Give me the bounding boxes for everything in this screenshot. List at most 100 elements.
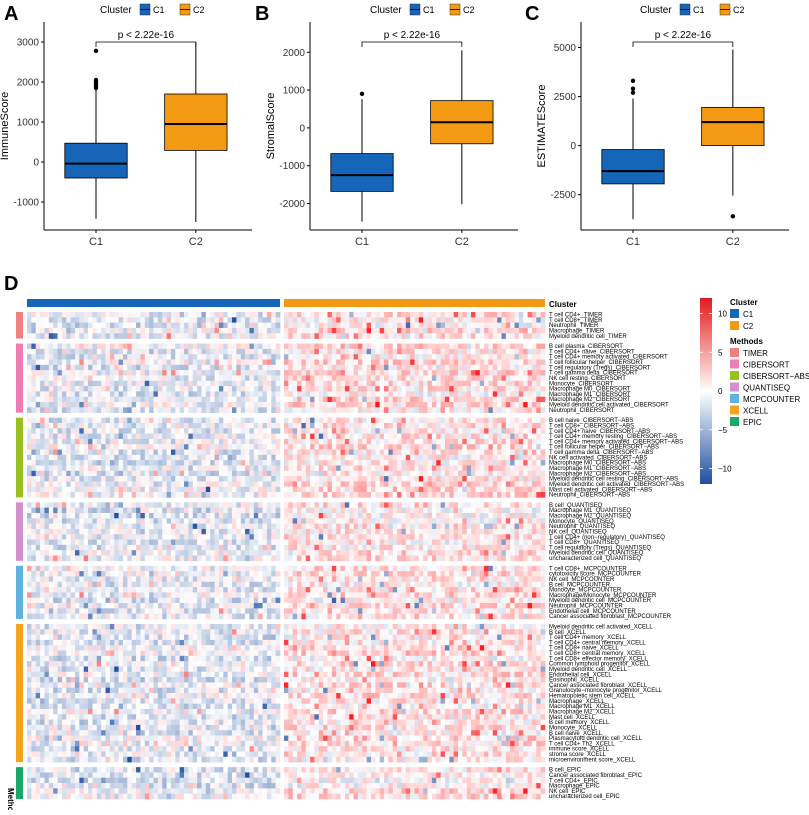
heatmap-cell — [101, 407, 106, 413]
heatmap-cell — [123, 328, 128, 334]
heatmap-cell — [293, 402, 298, 408]
heatmap-cell — [528, 492, 533, 498]
heatmap-cell — [79, 391, 84, 397]
heatmap-cell — [502, 529, 507, 535]
heatmap-cell — [449, 370, 454, 376]
heatmap-cell — [345, 465, 350, 471]
heatmap-cell — [215, 365, 220, 371]
heatmap-cell — [480, 481, 485, 487]
heatmap-cell — [184, 487, 189, 493]
heatmap-cell — [236, 317, 241, 323]
heatmap-cell — [436, 381, 441, 387]
outlier-point — [94, 78, 98, 82]
heatmap-cell — [158, 418, 163, 424]
heatmap-cell — [375, 344, 380, 350]
heatmap-cell — [114, 375, 119, 381]
heatmap-cell — [341, 323, 346, 329]
heatmap-cell — [502, 386, 507, 392]
heatmap-cell — [154, 476, 159, 482]
heatmap-cell — [180, 360, 185, 366]
heatmap-cell — [523, 317, 528, 323]
heatmap-cell — [410, 481, 415, 487]
heatmap-cell — [510, 455, 515, 461]
heatmap-cell — [241, 450, 246, 456]
heatmap-cell — [162, 481, 167, 487]
heatmap-cell — [62, 540, 67, 546]
heatmap-cell — [267, 312, 272, 318]
heatmap-cell — [458, 524, 463, 530]
heatmap-cell — [362, 444, 367, 450]
heatmap-cell — [88, 450, 93, 456]
heatmap-cell — [276, 487, 281, 493]
heatmap-cell — [310, 455, 315, 461]
heatmap-cell — [84, 381, 89, 387]
heatmap-cell — [188, 354, 193, 360]
heatmap-cell — [528, 375, 533, 381]
heatmap-cell — [341, 418, 346, 424]
heatmap-cell — [241, 375, 246, 381]
heatmap-cell — [371, 508, 376, 514]
heatmap-cell — [62, 375, 67, 381]
heatmap-cell — [488, 391, 493, 397]
heatmap-cell — [232, 540, 237, 546]
heatmap-cell — [323, 513, 328, 519]
heatmap-cell — [106, 386, 111, 392]
heatmap-cell — [328, 333, 333, 339]
heatmap-cell — [62, 349, 67, 355]
heatmap-cell — [197, 444, 202, 450]
heatmap-cell — [145, 312, 150, 318]
heatmap-cell — [97, 375, 102, 381]
heatmap-cell — [419, 381, 424, 387]
heatmap-cell — [66, 375, 71, 381]
heatmap-cell — [332, 508, 337, 514]
heatmap-cell — [367, 370, 372, 376]
heatmap-cell — [380, 423, 385, 429]
heatmap-cell — [206, 349, 211, 355]
heatmap-cell — [475, 349, 480, 355]
heatmap-cell — [263, 434, 268, 440]
heatmap-cell — [332, 333, 337, 339]
heatmap-cell — [284, 460, 289, 466]
heatmap-cell — [241, 518, 246, 524]
heatmap-cell — [375, 487, 380, 493]
heatmap-cell — [58, 370, 63, 376]
heatmap-cell — [254, 481, 259, 487]
heatmap-cell — [497, 508, 502, 514]
heatmap-cell — [236, 381, 241, 387]
heatmap-cell — [441, 386, 446, 392]
heatmap-cell — [215, 460, 220, 466]
heatmap-cell — [371, 344, 376, 350]
heatmap-cell — [415, 360, 420, 366]
heatmap-cell — [458, 534, 463, 540]
heatmap-cell — [541, 502, 546, 508]
heatmap-cell — [232, 439, 237, 445]
heatmap-cell — [415, 529, 420, 535]
heatmap-cell — [519, 518, 524, 524]
heatmap-cell — [75, 460, 80, 466]
heatmap-cell — [467, 434, 472, 440]
heatmap-cell — [193, 349, 198, 355]
heatmap-cell — [132, 439, 137, 445]
heatmap-cell — [419, 375, 424, 381]
heatmap-cell — [523, 407, 528, 413]
heatmap-cell — [462, 418, 467, 424]
heatmap-cell — [62, 471, 67, 477]
heatmap-cell — [388, 460, 393, 466]
heatmap-cell — [145, 407, 150, 413]
heatmap-cell — [297, 534, 302, 540]
heatmap-cell — [254, 434, 259, 440]
heatmap-cell — [197, 354, 202, 360]
heatmap-cell — [53, 471, 58, 477]
heatmap-cell — [419, 349, 424, 355]
heatmap-cell — [40, 434, 45, 440]
heatmap-cell — [454, 434, 459, 440]
heatmap-cell — [167, 508, 172, 514]
heatmap-cell — [428, 455, 433, 461]
heatmap-cell — [206, 397, 211, 403]
heatmap-cell — [188, 476, 193, 482]
heatmap-cell — [328, 370, 333, 376]
heatmap-cell — [71, 360, 76, 366]
heatmap-cell — [423, 370, 428, 376]
heatmap-cell — [267, 344, 272, 350]
heatmap-cell — [97, 434, 102, 440]
